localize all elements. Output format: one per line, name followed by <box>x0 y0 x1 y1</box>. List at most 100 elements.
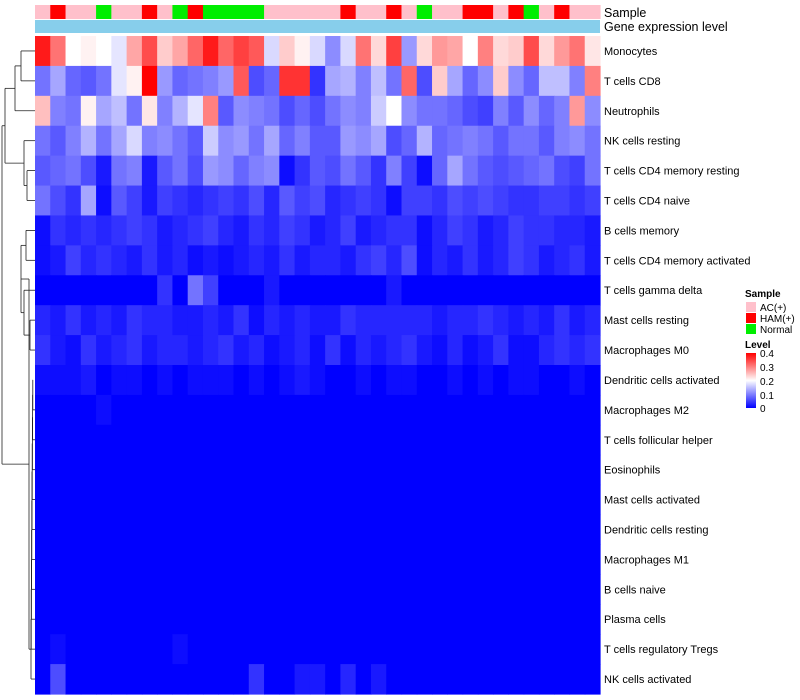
heatmap-cell <box>218 155 235 187</box>
row-labels: Monocytes T cells CD8 Neutrophils NK cells … <box>604 46 751 686</box>
heatmap-cell <box>202 215 219 246</box>
heatmap-cell <box>355 275 372 306</box>
heatmap-cell <box>355 95 372 127</box>
heatmap-cell <box>370 574 387 605</box>
heatmap-cell <box>202 544 219 575</box>
heatmap-cell <box>355 365 372 396</box>
heatmap-cell <box>325 95 342 127</box>
heatmap-cell <box>157 604 174 635</box>
heatmap-cell <box>35 424 51 456</box>
heatmap-cell <box>538 155 555 187</box>
heatmap-cell <box>294 424 311 456</box>
heatmap-cell <box>35 365 51 396</box>
heatmap-cell <box>462 365 479 396</box>
heatmap-cell <box>126 544 143 575</box>
heatmap-cell <box>523 95 540 127</box>
heatmap-cell <box>386 335 403 366</box>
heatmap-cell <box>477 155 494 187</box>
heatmap-cell <box>294 544 311 575</box>
heatmap-cell <box>141 514 158 546</box>
legend-label-normal: Normal <box>760 325 792 336</box>
sample-annotation-cell <box>554 5 571 19</box>
heatmap-cell <box>569 604 586 635</box>
heatmap-cell <box>325 215 342 246</box>
heatmap-cell <box>141 604 158 635</box>
heatmap-cell <box>584 484 601 516</box>
heatmap-cell <box>202 125 219 157</box>
sample-annotation-cell <box>80 5 97 19</box>
heatmap-cell <box>447 155 464 187</box>
heatmap-cell <box>172 335 189 366</box>
heatmap-cell <box>554 95 571 127</box>
heatmap-cell <box>111 245 128 276</box>
heatmap-cell <box>325 125 342 157</box>
heatmap-cell <box>35 215 51 246</box>
heatmap-cell <box>96 544 112 575</box>
heatmap-cell <box>50 215 67 246</box>
heatmap-cell <box>126 484 143 516</box>
heatmap-cell <box>477 544 494 575</box>
heatmap-cell <box>325 305 342 336</box>
heatmap-cell <box>309 125 326 157</box>
heatmap-cell <box>218 574 235 605</box>
heatmap-cell <box>538 95 555 127</box>
heatmap-cell <box>416 245 433 276</box>
heatmap-cell <box>370 394 387 426</box>
heatmap-cell <box>157 634 174 665</box>
sample-annotation-cell <box>65 5 82 19</box>
heatmap-cell <box>401 36 418 67</box>
heatmap-cell <box>584 155 601 187</box>
heatmap-cell <box>141 365 158 396</box>
heatmap-cell <box>493 155 509 187</box>
sample-annotation-cell <box>523 5 540 19</box>
heatmap-cell <box>157 215 174 246</box>
heatmap-cell <box>340 185 357 217</box>
heatmap-cell <box>126 574 143 605</box>
heatmap-cell <box>126 65 143 97</box>
heatmap-cell <box>386 574 403 605</box>
heatmap-cell <box>355 335 372 366</box>
heatmap-cell <box>447 514 464 546</box>
heatmap-cell <box>233 155 250 187</box>
heatmap-cell <box>248 424 265 456</box>
heatmap-cell <box>447 305 464 336</box>
heatmap-cell <box>187 514 204 546</box>
gene-expression-annotation-bar <box>35 20 600 33</box>
heatmap-cell <box>325 155 342 187</box>
heatmap-cell <box>309 155 326 187</box>
heatmap-cell <box>126 215 143 246</box>
heatmap-cell <box>141 305 158 336</box>
heatmap-cell <box>462 634 479 665</box>
heatmap-cell <box>233 305 250 336</box>
heatmap-cell <box>309 634 326 665</box>
heatmap-cell <box>80 36 97 67</box>
heatmap-cell <box>569 155 586 187</box>
heatmap-cell <box>386 664 403 695</box>
heatmap-cell <box>370 65 387 97</box>
heatmap-cell <box>584 95 601 127</box>
heatmap-cell <box>50 574 67 605</box>
heatmap-cell <box>126 514 143 546</box>
heatmap-cell <box>202 514 219 546</box>
heatmap-cell <box>141 454 158 486</box>
heatmap-cell <box>96 394 112 426</box>
sample-annotation-cell <box>294 5 311 19</box>
heatmap-cell <box>493 36 509 67</box>
heatmap-cell <box>35 305 51 336</box>
heatmap-cell <box>325 634 342 665</box>
heatmap-cell <box>462 454 479 486</box>
sample-annotation-cell <box>401 5 418 19</box>
heatmap-cell <box>401 335 418 366</box>
heatmap-cell <box>355 155 372 187</box>
heatmap-cell <box>279 454 296 486</box>
heatmap-cell <box>264 365 280 396</box>
heatmap-cell <box>477 365 494 396</box>
row-label: Neutrophils <box>604 106 660 118</box>
heatmap-cell <box>309 335 326 366</box>
heatmap-cell <box>416 604 433 635</box>
heatmap-cell <box>386 65 403 97</box>
heatmap-cell <box>309 664 326 695</box>
row-label: T cells CD8 <box>604 76 661 88</box>
heatmap-cell <box>80 634 97 665</box>
heatmap-cell <box>187 454 204 486</box>
